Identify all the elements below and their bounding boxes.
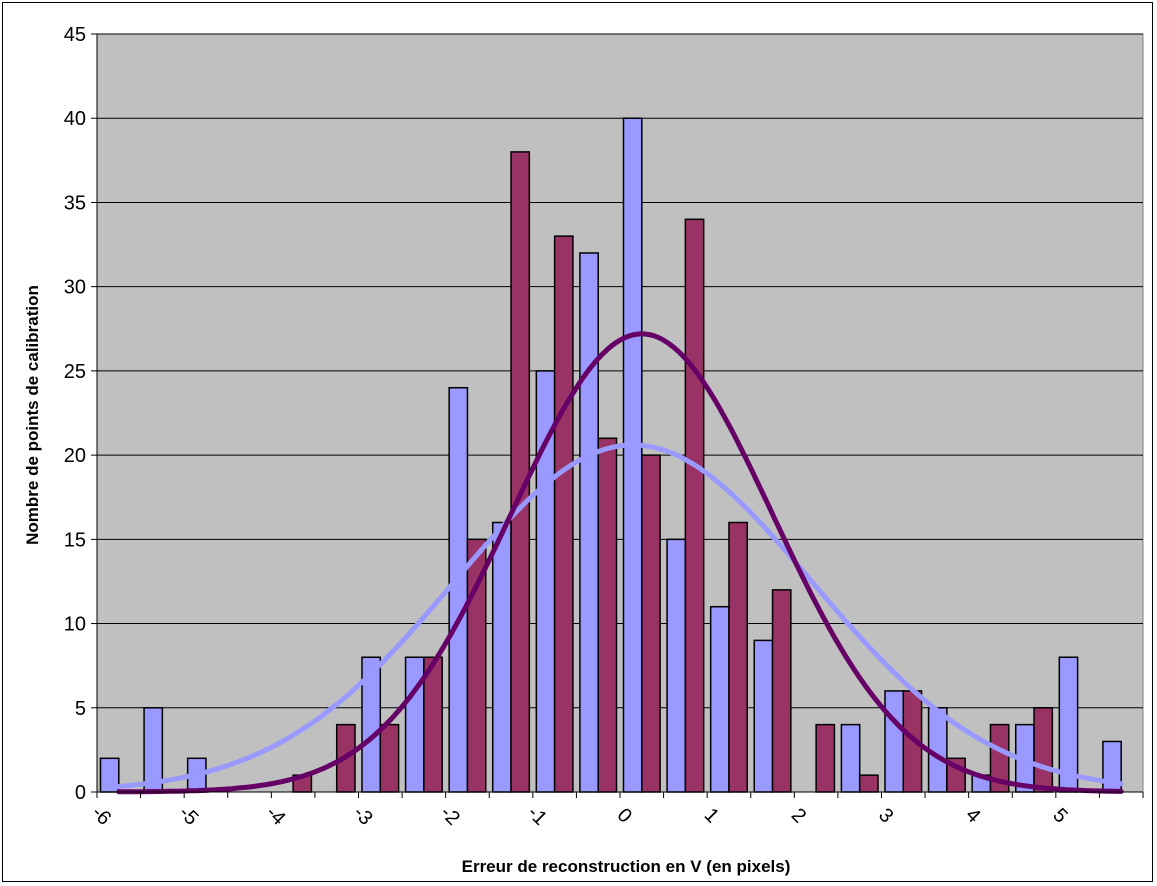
x-tick-label: 4 — [961, 804, 984, 827]
bar-series1-9 — [491, 521, 512, 793]
y-tick-label: 10 — [64, 614, 86, 636]
bar-series2-17 — [858, 774, 879, 793]
bar-series2-21 — [1033, 707, 1054, 793]
fit-curve-1 — [116, 442, 1124, 789]
bar-series1-8 — [448, 386, 469, 793]
bar-series1-12 — [622, 117, 643, 793]
fit-curves — [116, 331, 1124, 795]
x-tick-label: 2 — [787, 804, 810, 827]
bar-series2-12 — [641, 454, 661, 793]
bar-series1-13 — [666, 538, 687, 793]
bar-series1-15 — [753, 639, 774, 793]
bar-series1-0 — [99, 757, 120, 793]
axes — [91, 33, 1144, 798]
bar-series2-16 — [815, 723, 836, 793]
bar-series1-11 — [579, 252, 599, 793]
gridlines — [97, 33, 1143, 709]
y-tick-label: 5 — [75, 698, 86, 720]
y-tick-label: 25 — [64, 361, 86, 383]
y-tick-labels: 0 5 10 15 20 25 30 35 40 45 — [64, 24, 86, 804]
bar-series1-18 — [884, 690, 905, 793]
x-tick-label: -4 — [262, 802, 290, 830]
bar-series2-11 — [597, 437, 618, 793]
bar-series1-14 — [709, 605, 730, 793]
x-tick-label: -3 — [349, 802, 377, 830]
plot-area — [96, 33, 1144, 793]
bars — [99, 117, 1122, 793]
bar-series2-6 — [379, 723, 400, 793]
bar-series2-10 — [553, 235, 574, 793]
y-tick-label: 35 — [64, 192, 86, 214]
fit-curve-2 — [116, 331, 1124, 795]
bar-series2-14 — [728, 521, 749, 793]
y-tick-label: 45 — [64, 24, 86, 46]
x-tick-label: 0 — [613, 804, 636, 827]
y-tick-label: 20 — [64, 445, 86, 467]
bar-series2-13 — [684, 218, 705, 793]
x-tick-labels: -6 -5 -4 -3 -2 -1 0 1 2 3 4 5 — [87, 802, 1072, 830]
x-tick-label: -6 — [87, 802, 115, 830]
x-tick-label: 5 — [1048, 804, 1071, 827]
x-tick-label: 3 — [874, 804, 897, 827]
x-tick-label: -1 — [523, 802, 551, 830]
bar-series2-9 — [510, 151, 531, 793]
plot-background — [96, 33, 1144, 793]
y-tick-label: 0 — [75, 782, 86, 804]
bar-series2-15 — [771, 589, 792, 793]
x-tick-label: -2 — [436, 802, 464, 830]
x-tick-label: 1 — [700, 804, 723, 827]
x-tick-label: -5 — [174, 802, 202, 830]
y-tick-label: 15 — [64, 529, 86, 551]
x-axis-title: Erreur de reconstruction en V (en pixels… — [462, 857, 791, 876]
y-axis-title: Nombre de points de calibration — [23, 285, 42, 545]
y-tick-label: 40 — [64, 108, 86, 130]
bar-series1-17 — [840, 723, 861, 793]
y-tick-label: 30 — [64, 277, 86, 299]
